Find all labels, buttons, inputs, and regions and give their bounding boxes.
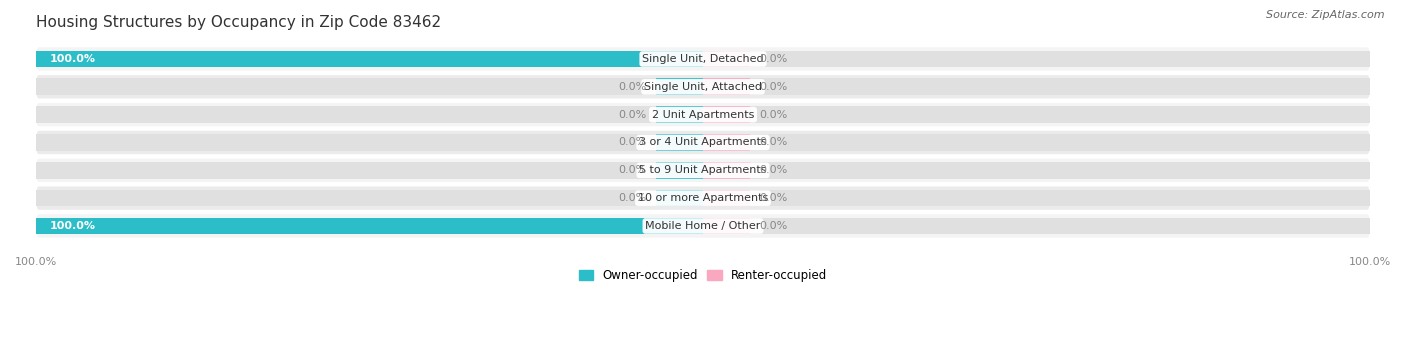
Bar — [703, 134, 749, 151]
Bar — [703, 134, 1369, 151]
Bar — [703, 78, 1369, 95]
Bar — [657, 162, 703, 179]
FancyBboxPatch shape — [37, 131, 1369, 154]
Bar — [703, 50, 1369, 67]
Text: Mobile Home / Other: Mobile Home / Other — [645, 221, 761, 231]
Bar — [37, 162, 703, 179]
Text: 2 Unit Apartments: 2 Unit Apartments — [652, 110, 754, 120]
FancyBboxPatch shape — [37, 75, 1369, 99]
Bar — [703, 190, 1369, 207]
FancyBboxPatch shape — [37, 159, 1369, 182]
Bar — [703, 78, 749, 95]
Text: 100.0%: 100.0% — [49, 54, 96, 64]
Text: 0.0%: 0.0% — [759, 110, 787, 120]
Bar — [703, 218, 749, 234]
Bar — [657, 78, 703, 95]
Legend: Owner-occupied, Renter-occupied: Owner-occupied, Renter-occupied — [574, 264, 832, 287]
Bar — [657, 106, 703, 123]
Bar — [657, 190, 703, 207]
Bar — [703, 50, 749, 67]
Bar — [703, 106, 1369, 123]
Text: Single Unit, Detached: Single Unit, Detached — [643, 54, 763, 64]
Bar — [657, 134, 703, 151]
Text: 0.0%: 0.0% — [759, 137, 787, 148]
FancyBboxPatch shape — [37, 47, 1369, 71]
Bar — [37, 190, 703, 207]
Bar — [703, 106, 749, 123]
Bar — [37, 218, 703, 234]
Text: 5 to 9 Unit Apartments: 5 to 9 Unit Apartments — [640, 165, 766, 175]
Bar — [37, 106, 703, 123]
Bar — [37, 218, 703, 234]
Text: 0.0%: 0.0% — [619, 193, 647, 203]
Bar — [37, 134, 703, 151]
Text: 100.0%: 100.0% — [49, 221, 96, 231]
FancyBboxPatch shape — [37, 103, 1369, 127]
Text: 0.0%: 0.0% — [619, 137, 647, 148]
Bar — [37, 78, 703, 95]
Text: 0.0%: 0.0% — [619, 165, 647, 175]
Bar — [703, 162, 749, 179]
Text: 10 or more Apartments: 10 or more Apartments — [638, 193, 768, 203]
Text: Source: ZipAtlas.com: Source: ZipAtlas.com — [1267, 10, 1385, 20]
Bar — [703, 218, 1369, 234]
Text: Housing Structures by Occupancy in Zip Code 83462: Housing Structures by Occupancy in Zip C… — [37, 15, 441, 30]
Text: 0.0%: 0.0% — [759, 221, 787, 231]
Bar — [37, 50, 703, 67]
Text: Single Unit, Attached: Single Unit, Attached — [644, 82, 762, 92]
Bar — [703, 190, 749, 207]
Bar — [37, 50, 703, 67]
Text: 0.0%: 0.0% — [619, 82, 647, 92]
Text: 0.0%: 0.0% — [759, 82, 787, 92]
Bar — [703, 162, 1369, 179]
FancyBboxPatch shape — [37, 187, 1369, 210]
Text: 0.0%: 0.0% — [759, 165, 787, 175]
Text: 0.0%: 0.0% — [759, 54, 787, 64]
Text: 0.0%: 0.0% — [759, 193, 787, 203]
Text: 0.0%: 0.0% — [619, 110, 647, 120]
FancyBboxPatch shape — [37, 214, 1369, 238]
Text: 3 or 4 Unit Apartments: 3 or 4 Unit Apartments — [640, 137, 766, 148]
